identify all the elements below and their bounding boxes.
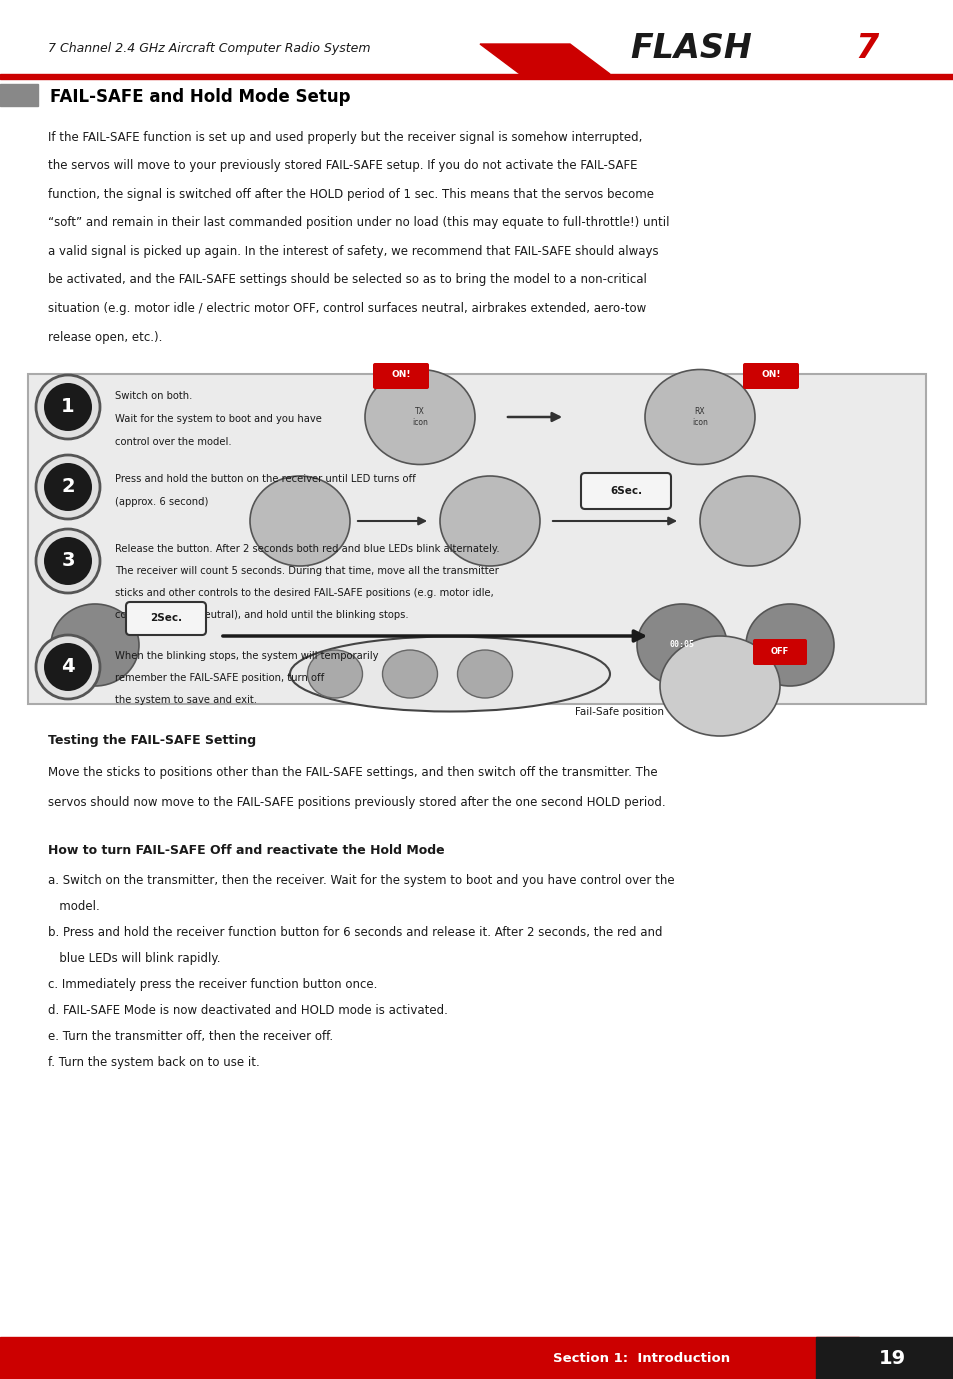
Ellipse shape [44, 383, 91, 432]
Ellipse shape [44, 536, 91, 585]
Text: function, the signal is switched off after the HOLD period of 1 sec. This means : function, the signal is switched off aft… [48, 188, 654, 201]
Ellipse shape [290, 637, 609, 712]
Ellipse shape [307, 650, 362, 698]
Text: FLASH: FLASH [629, 33, 751, 65]
Bar [0, 74, 953, 79]
Ellipse shape [36, 530, 100, 593]
Ellipse shape [250, 476, 350, 565]
Text: b. Press and hold the receiver function button for 6 seconds and release it. Aft: b. Press and hold the receiver function … [48, 927, 661, 939]
Text: be activated, and the FAIL-SAFE settings should be selected so as to bring the m: be activated, and the FAIL-SAFE settings… [48, 273, 646, 287]
Text: 4: 4 [61, 658, 74, 677]
Text: release open, etc.).: release open, etc.). [48, 331, 162, 343]
Text: situation (e.g. motor idle / electric motor OFF, control surfaces neutral, airbr: situation (e.g. motor idle / electric mo… [48, 302, 645, 314]
Text: control surfaces neutral), and hold until the blinking stops.: control surfaces neutral), and hold unti… [115, 610, 408, 621]
Ellipse shape [745, 604, 833, 685]
Ellipse shape [36, 634, 100, 699]
Text: e. Turn the transmitter off, then the receiver off.: e. Turn the transmitter off, then the re… [48, 1030, 333, 1043]
Ellipse shape [36, 455, 100, 519]
Text: (approx. 6 second): (approx. 6 second) [115, 496, 208, 507]
Text: 00:05: 00:05 [669, 640, 694, 650]
Text: 2: 2 [61, 477, 74, 496]
Text: 1: 1 [61, 397, 74, 416]
Text: When the blinking stops, the system will temporarily: When the blinking stops, the system will… [115, 651, 378, 661]
Text: ON!: ON! [760, 371, 780, 379]
Ellipse shape [637, 604, 726, 685]
FancyBboxPatch shape [126, 603, 206, 634]
Text: RX
icon: RX icon [691, 407, 707, 426]
Text: servos should now move to the FAIL-SAFE positions previously stored after the on: servos should now move to the FAIL-SAFE … [48, 796, 665, 809]
Text: 7: 7 [854, 33, 878, 65]
Text: FAIL-SAFE and Hold Mode Setup: FAIL-SAFE and Hold Mode Setup [50, 88, 350, 106]
Text: Switch on both.: Switch on both. [115, 392, 193, 401]
Text: 3: 3 [61, 552, 74, 571]
Text: Section 1:  Introduction: Section 1: Introduction [553, 1351, 730, 1364]
Text: f. Turn the system back on to use it.: f. Turn the system back on to use it. [48, 1056, 259, 1069]
Text: Press and hold the button on the receiver until LED turns off: Press and hold the button on the receive… [115, 474, 416, 484]
Text: blue LEDs will blink rapidly.: blue LEDs will blink rapidly. [48, 952, 220, 965]
Text: c. Immediately press the receiver function button once.: c. Immediately press the receiver functi… [48, 978, 377, 992]
Text: remember the FAIL-SAFE position, turn off: remember the FAIL-SAFE position, turn of… [115, 673, 324, 683]
Text: d. FAIL-SAFE Mode is now deactivated and HOLD mode is activated.: d. FAIL-SAFE Mode is now deactivated and… [48, 1004, 447, 1016]
Ellipse shape [51, 604, 139, 685]
Ellipse shape [44, 643, 91, 691]
Ellipse shape [36, 375, 100, 439]
Bar [28, 374, 925, 705]
Polygon shape [479, 44, 609, 74]
Text: TX
icon: TX icon [412, 407, 428, 426]
Text: How to turn FAIL-SAFE Off and reactivate the Hold Mode: How to turn FAIL-SAFE Off and reactivate… [48, 844, 444, 856]
Text: 7 Channel 2.4 GHz Aircraft Computer Radio System: 7 Channel 2.4 GHz Aircraft Computer Radi… [48, 43, 370, 55]
Text: OFF: OFF [770, 648, 788, 656]
Ellipse shape [644, 370, 754, 465]
FancyBboxPatch shape [752, 638, 806, 665]
Ellipse shape [659, 636, 780, 736]
Bar [0, 1338, 858, 1379]
Text: Move the sticks to positions other than the FAIL-SAFE settings, and then switch : Move the sticks to positions other than … [48, 765, 657, 779]
FancyBboxPatch shape [373, 363, 429, 389]
Text: 6Sec.: 6Sec. [609, 485, 641, 496]
Text: Release the button. After 2 seconds both red and blue LEDs blink alternately.: Release the button. After 2 seconds both… [115, 543, 499, 554]
Ellipse shape [700, 476, 800, 565]
Text: model.: model. [48, 900, 100, 913]
Text: 2Sec.: 2Sec. [150, 614, 182, 623]
Text: “soft” and remain in their last commanded position under no load (this may equat: “soft” and remain in their last commande… [48, 217, 669, 229]
FancyBboxPatch shape [742, 363, 799, 389]
Text: a valid signal is picked up again. In the interest of safety, we recommend that : a valid signal is picked up again. In th… [48, 245, 658, 258]
Text: If the FAIL-SAFE function is set up and used properly but the receiver signal is: If the FAIL-SAFE function is set up and … [48, 131, 641, 143]
Ellipse shape [439, 476, 539, 565]
Text: sticks and other controls to the desired FAIL-SAFE positions (e.g. motor idle,: sticks and other controls to the desired… [115, 587, 494, 598]
Text: Testing the FAIL-SAFE Setting: Testing the FAIL-SAFE Setting [48, 734, 255, 747]
Text: 19: 19 [878, 1349, 904, 1368]
Text: ON!: ON! [391, 371, 411, 379]
Ellipse shape [365, 370, 475, 465]
Ellipse shape [44, 463, 91, 512]
Ellipse shape [382, 650, 437, 698]
Text: The receiver will count 5 seconds. During that time, move all the transmitter: The receiver will count 5 seconds. Durin… [115, 565, 498, 576]
Text: control over the model.: control over the model. [115, 437, 232, 447]
Text: a. Switch on the transmitter, then the receiver. Wait for the system to boot and: a. Switch on the transmitter, then the r… [48, 874, 674, 887]
Bar [0, 84, 38, 106]
Text: Wait for the system to boot and you have: Wait for the system to boot and you have [115, 414, 321, 423]
Ellipse shape [457, 650, 512, 698]
Text: the system to save and exit.: the system to save and exit. [115, 695, 256, 705]
Text: the servos will move to your previously stored FAIL-SAFE setup. If you do not ac: the servos will move to your previously … [48, 160, 637, 172]
FancyBboxPatch shape [580, 473, 670, 509]
Polygon shape [815, 1338, 953, 1379]
Text: Fail-Safe position: Fail-Safe position [575, 707, 663, 717]
